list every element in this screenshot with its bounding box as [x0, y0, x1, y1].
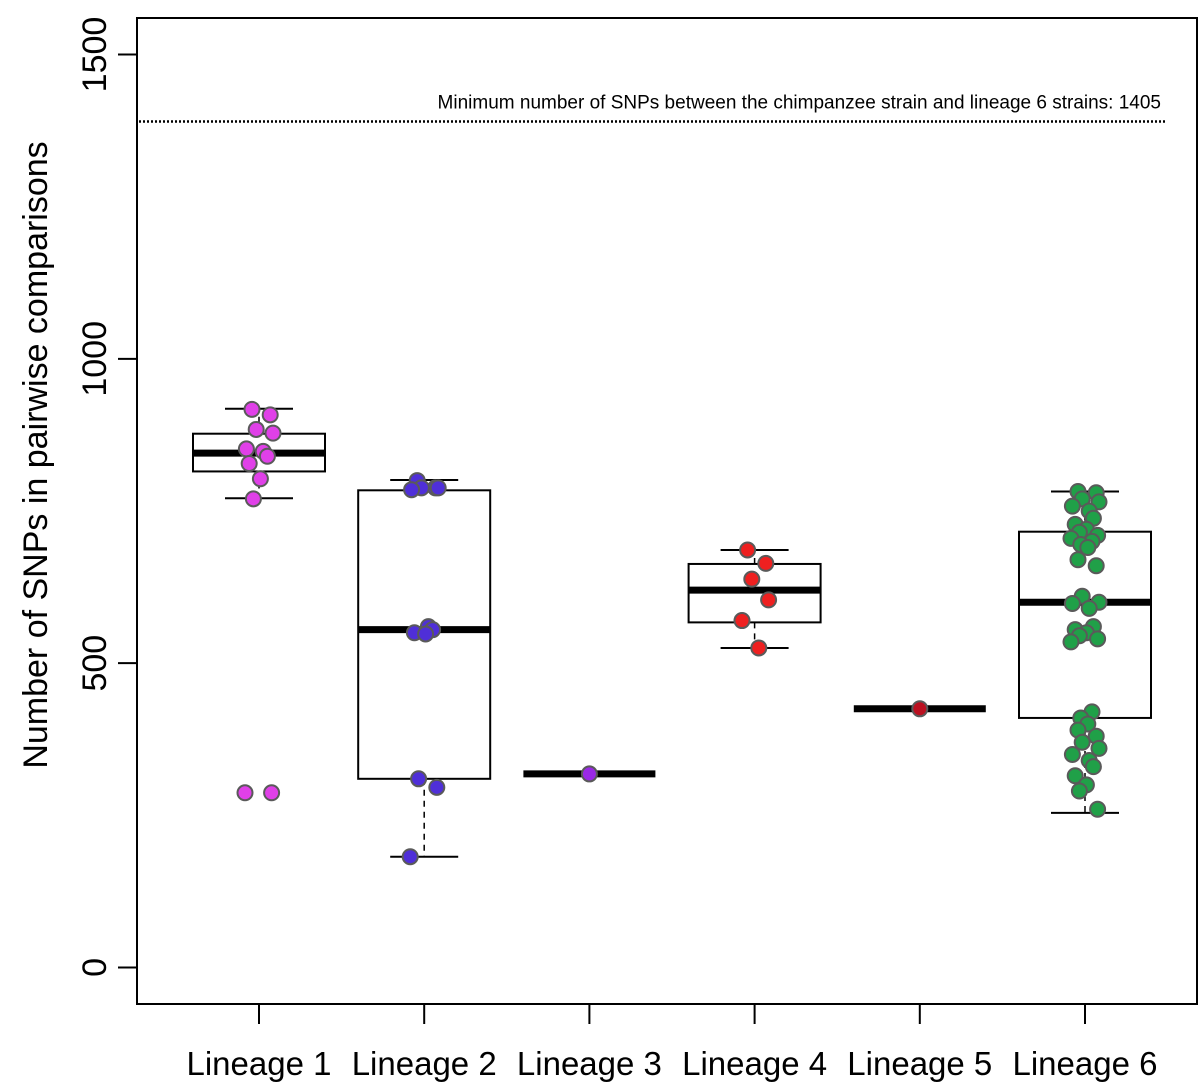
y-tick-label: 1000 [76, 321, 114, 397]
data-point [247, 420, 265, 438]
data-point [911, 700, 929, 718]
data-point [429, 479, 447, 497]
boxes-group [192, 407, 1152, 858]
data-point [261, 406, 279, 424]
x-tick-label: Lineage 3 [517, 1045, 662, 1082]
data-point [240, 455, 258, 473]
data-point [258, 447, 276, 465]
data-point [757, 554, 775, 572]
data-point [1087, 557, 1105, 575]
data-point [237, 440, 255, 458]
data-point [263, 784, 281, 802]
data-point [1070, 782, 1088, 800]
data-point [1090, 739, 1108, 757]
data-point [403, 481, 421, 499]
data-point [236, 784, 254, 802]
data-point [1089, 800, 1107, 818]
data-point [733, 612, 751, 630]
data-point [244, 490, 262, 508]
data-point [428, 778, 446, 796]
data-point [1062, 633, 1080, 651]
points-group [236, 400, 1108, 866]
data-point [1080, 599, 1098, 617]
y-tick-label: 0 [76, 958, 114, 977]
x-tick-label: Lineage 4 [682, 1045, 827, 1082]
data-point [580, 765, 598, 783]
data-point [1069, 551, 1087, 569]
reference-line-group: Minimum number of SNPs between the chimp… [139, 92, 1166, 123]
box-2 [357, 478, 492, 858]
y-tick-label: 500 [76, 635, 114, 692]
data-point [1073, 733, 1091, 751]
x-tick-label: Lineage 1 [187, 1045, 332, 1082]
data-point [743, 570, 761, 588]
plot-frame [136, 17, 1198, 1005]
data-point [417, 625, 435, 643]
data-point [401, 848, 419, 866]
y-axis-label: Number of SNPs in pairwise comparisons [17, 141, 55, 768]
data-point [1066, 767, 1084, 785]
data-point [1079, 539, 1097, 557]
reference-line-label: Minimum number of SNPs between the chimp… [438, 92, 1161, 113]
data-point [251, 470, 269, 488]
data-point [1063, 497, 1081, 515]
data-point [1089, 630, 1107, 648]
data-point [410, 770, 428, 788]
x-axis: Lineage 1 Lineage 2 Lineage 3 Lineage 4 Line… [187, 1004, 1158, 1082]
y-axis: 0 500 1000 1500 [76, 17, 137, 977]
data-point [750, 639, 768, 657]
data-point [243, 400, 261, 418]
box-4 [687, 548, 822, 649]
y-tick-label: 1500 [76, 17, 114, 93]
data-point [1063, 745, 1081, 763]
data-point [760, 591, 778, 609]
data-point [1063, 595, 1081, 613]
x-tick-label: Lineage 2 [352, 1045, 497, 1082]
data-point [264, 424, 282, 442]
data-point [739, 541, 757, 559]
data-point [1084, 758, 1102, 776]
x-tick-label: Lineage 5 [847, 1045, 992, 1082]
x-tick-label: Lineage 6 [1013, 1045, 1158, 1082]
